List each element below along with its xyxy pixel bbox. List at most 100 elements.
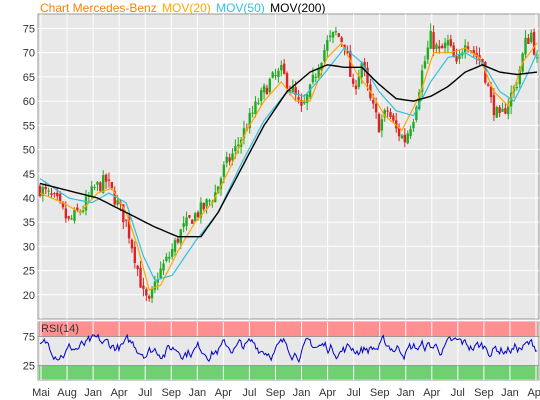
candle-body [403,134,407,143]
candle-body [524,37,527,55]
candle-body [481,59,484,64]
candle-body [44,186,47,190]
candle-body [70,218,73,220]
candle-body [288,90,292,92]
candle-body [492,95,496,116]
candle-body [193,213,197,222]
candle-body [199,202,203,218]
time-tick-label: Aug [57,387,77,399]
rsi-oversold-band [39,365,538,379]
rsi-bands [39,322,538,379]
candle-body [314,76,317,78]
candle-body [53,193,56,195]
candle-body [527,37,530,44]
candle-body [170,249,174,257]
time-axis: Mai Aug Jan Apr Jul Sep Jan Apr Jul Sep Jan Apr Jul S… [32,387,540,399]
candle-body [377,113,381,133]
candle-body [297,97,300,100]
candle-body [535,57,539,59]
candle-body [162,263,165,271]
candle-body [380,119,384,131]
candle-body [518,69,521,85]
candle-body [222,164,226,177]
candle-body [185,217,188,226]
candle-body [237,144,240,147]
mov200-line [39,64,538,238]
candle-body [139,267,142,288]
candle-body [81,210,85,212]
rsi-axis: 25 75 RSI(14) [23,323,79,373]
time-tick-label: Sep [266,387,286,399]
candle-body [159,268,162,278]
candle-body [274,74,277,76]
candle-body [389,112,392,118]
candle-body [507,104,510,115]
price-tick-label: 70 [23,48,35,60]
time-tick-label: Apr [111,387,128,399]
candle-body [234,146,237,152]
candle-body [337,33,340,37]
candle-body [251,112,254,114]
candle-body [147,296,151,299]
rsi-title: RSI(14) [41,323,79,335]
candle-body [463,45,467,53]
price-tick-label: 20 [23,290,35,302]
candle-body [504,108,507,114]
candle-body [423,60,427,69]
candle-body [127,217,131,239]
rsi-grid [38,322,539,380]
time-tick-label: Sep [370,387,390,399]
candle-body [260,90,263,101]
candle-body [392,115,395,121]
time-tick-label: Jan [293,387,311,399]
candle-body [47,190,50,192]
rsi-overbought-band [39,322,538,337]
moving-averages [39,41,538,291]
candle-body [182,223,185,227]
candle-body [443,42,447,49]
legend-mov200: MOV(200) [270,1,326,15]
candle-body [271,72,274,78]
candle-body [173,240,177,252]
candle-body [458,53,461,60]
candle-body [76,207,79,211]
candle-body [50,193,53,195]
candle-body [429,30,432,49]
candle-body [133,246,137,263]
candle-body [205,199,208,207]
candle-body [84,196,88,211]
candle-body [110,182,114,189]
candle-body [386,110,389,112]
price-panel-background [37,13,540,320]
candle-body [176,238,180,243]
candle-body [262,85,266,93]
price-axis: 20 25 30 35 40 45 50 55 60 65 70 75 [23,24,35,302]
candle-body [113,191,116,205]
candle-body [498,107,501,114]
candle-body [357,75,361,87]
candle-body [280,65,283,71]
candle-body [354,85,358,90]
time-tick-label: Jan [84,387,102,399]
candle-body [294,87,297,95]
candle-body [397,127,401,137]
candle-body [90,186,93,197]
time-tick-label: Jul [347,387,361,399]
candle-body [331,31,335,38]
candle-body [265,87,269,95]
candle-body [395,120,398,129]
candle-body [420,70,424,93]
candle-body [308,84,312,98]
candle-body [38,185,42,197]
candle-body [334,31,338,33]
candle-body [73,210,76,221]
candle-body [440,45,444,49]
candle-body [58,193,62,202]
candle-body [323,49,326,62]
price-tick-label: 25 [23,266,35,278]
candle-body [41,187,45,196]
candle-body [305,94,309,103]
candle-body [495,107,498,118]
candle-body [196,212,200,218]
